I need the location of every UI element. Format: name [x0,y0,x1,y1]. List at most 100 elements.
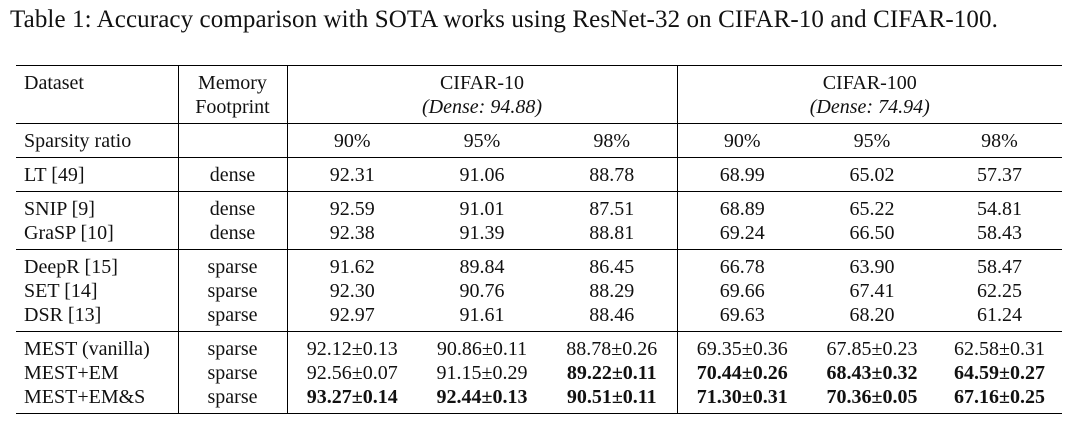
ratio-cell: 95% [807,123,937,158]
memory-cell: dense [178,191,288,221]
method-name: MEST (vanilla) [16,331,179,361]
memory-cell: sparse [178,279,288,303]
value-cell: 58.47 [937,249,1062,279]
value-cell: 65.22 [807,191,937,221]
memory-cell: sparse [178,249,288,279]
accuracy-table: Dataset Memory Footprint CIFAR-10 (Dense… [16,65,1062,414]
method-name: LT [49] [16,157,179,192]
value-cell: 91.06 [417,157,547,192]
sparsity-row: Sparsity ratio 90% 95% 98% 90% 95% 98% [16,123,1062,158]
table-row: DSR [13] sparse 92.97 91.61 88.46 69.63 … [16,303,1062,332]
value-cell-best: 93.27±0.14 [287,385,417,414]
method-name: MEST+EM [16,361,179,385]
value-cell: 90.86±0.11 [417,331,547,361]
empty-cell [178,123,288,158]
value-cell-best: 90.51±0.11 [547,385,678,414]
value-cell-best: 67.16±0.25 [937,385,1062,414]
cifar100-title: CIFAR-100 [822,72,917,94]
value-cell: 91.62 [287,249,417,279]
table-caption: Table 1: Accuracy comparison with SOTA w… [10,6,998,33]
value-cell-best: 71.30±0.31 [677,385,807,414]
value-cell: 92.31 [287,157,417,192]
memory-cell: dense [178,221,288,250]
cifar10-title: CIFAR-10 [439,72,525,94]
value-cell: 87.51 [547,191,678,221]
value-cell-best: 70.44±0.26 [696,362,788,384]
memory-header-line1: Memory [198,72,267,94]
memory-header: Memory Footprint [178,65,288,124]
value-cell: 65.02 [807,157,937,192]
method-name: DeepR [15] [16,249,179,279]
value-cell-best: 68.43±0.32 [826,362,918,384]
ratio-cell: 90% [287,123,417,158]
method-name: GraSP [10] [16,221,179,250]
value-cell: 68.20 [849,304,895,326]
value-cell: 86.45 [547,249,678,279]
value-cell: 92.12±0.13 [287,331,417,361]
cifar10-dense: (Dense: 94.88) [422,96,542,118]
value-cell: 68.89 [677,191,807,221]
value-cell: 66.78 [677,249,807,279]
memory-cell: dense [178,157,288,192]
value-cell: 88.29 [547,279,678,303]
value-cell: 61.24 [977,304,1022,326]
value-cell: 92.97 [329,304,375,326]
value-cell: 88.78±0.26 [547,331,678,361]
table-row: DeepR [15] sparse 91.62 89.84 86.45 66.7… [16,249,1062,279]
value-cell: 62.58±0.31 [937,331,1062,361]
value-cell: 90.76 [459,280,505,302]
table-row: GraSP [10] dense 92.38 91.39 88.81 69.24… [16,221,1062,250]
table-row: SNIP [9] dense 92.59 91.01 87.51 68.89 6… [16,191,1062,221]
method-name: MEST+EM&S [16,385,179,414]
cifar100-header: CIFAR-100 (Dense: 74.94) [677,65,1062,124]
value-cell-best: 89.22±0.11 [547,361,678,385]
value-cell: 54.81 [937,191,1062,221]
value-cell-best: 92.44±0.13 [417,385,547,414]
memory-cell: sparse [178,385,288,414]
value-cell: 57.37 [937,157,1062,192]
dataset-header: Dataset [16,65,179,124]
value-cell: 69.66 [719,280,765,302]
cifar10-header: CIFAR-10 (Dense: 94.88) [287,65,678,124]
value-cell: 92.38 [329,222,375,244]
memory-header-line2: Footprint [195,96,270,118]
memory-cell: sparse [178,361,288,385]
ratio-cell: 95% [417,123,547,158]
value-cell: 63.90 [807,249,937,279]
ratio-cell: 98% [937,123,1062,158]
method-name: DSR [13] [16,303,179,332]
table-row: MEST+EM sparse 92.56±0.07 91.15±0.29 89.… [16,361,1062,385]
value-cell: 92.56±0.07 [306,362,398,384]
value-cell: 91.39 [459,222,505,244]
value-cell: 69.63 [719,304,765,326]
table-row: MEST (vanilla) sparse 92.12±0.13 90.86±0… [16,331,1062,361]
value-cell: 92.59 [287,191,417,221]
method-name: SET [14] [16,279,179,303]
value-cell: 88.78 [547,157,678,192]
ratio-cell: 98% [547,123,678,158]
table-row: SET [14] sparse 92.30 90.76 88.29 69.66 … [16,279,1062,303]
ratio-cell: 90% [677,123,807,158]
value-cell: 69.24 [719,222,765,244]
value-cell: 58.43 [977,222,1022,244]
method-name: SNIP [9] [16,191,179,221]
value-cell: 88.81 [547,221,678,250]
value-cell: 88.46 [547,303,678,332]
cifar100-dense: (Dense: 74.94) [809,96,930,118]
value-cell: 89.84 [417,249,547,279]
value-cell: 91.15±0.29 [436,362,528,384]
value-cell: 67.41 [849,280,895,302]
value-cell: 68.99 [677,157,807,192]
value-cell: 69.35±0.36 [677,331,807,361]
table-row: MEST+EM&S sparse 93.27±0.14 92.44±0.13 9… [16,385,1062,414]
value-cell: 66.50 [849,222,895,244]
value-cell-best: 64.59±0.27 [954,362,1045,384]
header-row: Dataset Memory Footprint CIFAR-10 (Dense… [16,65,1062,124]
sparsity-label: Sparsity ratio [16,123,179,158]
value-cell: 91.01 [417,191,547,221]
value-cell: 91.61 [459,304,505,326]
memory-cell: sparse [178,331,288,361]
value-cell: 67.85±0.23 [807,331,937,361]
value-cell-best: 70.36±0.05 [807,385,937,414]
table-row: LT [49] dense 92.31 91.06 88.78 68.99 65… [16,157,1062,192]
